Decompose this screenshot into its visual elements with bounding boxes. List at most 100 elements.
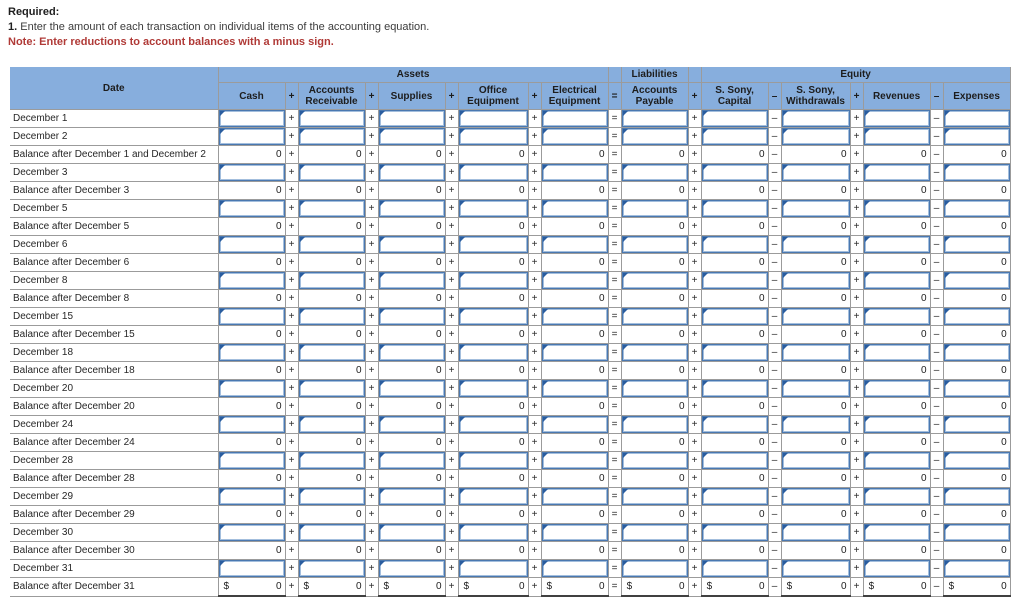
amount-input[interactable] <box>622 380 688 397</box>
amount-input[interactable] <box>782 272 850 289</box>
amount-input[interactable] <box>622 272 688 289</box>
amount-input[interactable] <box>944 110 1010 127</box>
amount-input[interactable] <box>299 128 364 145</box>
amount-input[interactable] <box>864 200 930 217</box>
amount-input[interactable] <box>219 236 284 253</box>
amount-input[interactable] <box>622 488 688 505</box>
amount-input[interactable] <box>864 344 930 361</box>
amount-input[interactable] <box>944 560 1010 577</box>
amount-input[interactable] <box>299 524 364 541</box>
amount-input[interactable] <box>782 452 850 469</box>
amount-input[interactable] <box>379 488 444 505</box>
amount-input[interactable] <box>702 560 768 577</box>
amount-input[interactable] <box>542 344 608 361</box>
amount-input[interactable] <box>782 200 850 217</box>
amount-input[interactable] <box>864 272 930 289</box>
amount-input[interactable] <box>219 308 284 325</box>
amount-input[interactable] <box>542 560 608 577</box>
amount-input[interactable] <box>782 380 850 397</box>
amount-input[interactable] <box>864 560 930 577</box>
amount-input[interactable] <box>542 452 608 469</box>
amount-input[interactable] <box>864 110 930 127</box>
amount-input[interactable] <box>299 344 364 361</box>
amount-input[interactable] <box>219 164 284 181</box>
amount-input[interactable] <box>299 272 364 289</box>
amount-input[interactable] <box>782 416 850 433</box>
amount-input[interactable] <box>299 416 364 433</box>
amount-input[interactable] <box>379 200 444 217</box>
amount-input[interactable] <box>459 488 527 505</box>
amount-input[interactable] <box>702 272 768 289</box>
amount-input[interactable] <box>299 308 364 325</box>
amount-input[interactable] <box>944 380 1010 397</box>
amount-input[interactable] <box>944 344 1010 361</box>
amount-input[interactable] <box>219 344 284 361</box>
amount-input[interactable] <box>219 272 284 289</box>
amount-input[interactable] <box>702 416 768 433</box>
amount-input[interactable] <box>702 380 768 397</box>
amount-input[interactable] <box>782 488 850 505</box>
amount-input[interactable] <box>622 200 688 217</box>
amount-input[interactable] <box>459 524 527 541</box>
amount-input[interactable] <box>379 452 444 469</box>
amount-input[interactable] <box>379 524 444 541</box>
amount-input[interactable] <box>299 380 364 397</box>
amount-input[interactable] <box>782 110 850 127</box>
amount-input[interactable] <box>782 164 850 181</box>
amount-input[interactable] <box>702 308 768 325</box>
amount-input[interactable] <box>219 560 284 577</box>
amount-input[interactable] <box>459 272 527 289</box>
amount-input[interactable] <box>864 164 930 181</box>
amount-input[interactable] <box>944 164 1010 181</box>
amount-input[interactable] <box>379 416 444 433</box>
amount-input[interactable] <box>542 128 608 145</box>
amount-input[interactable] <box>542 272 608 289</box>
amount-input[interactable] <box>542 236 608 253</box>
amount-input[interactable] <box>702 128 768 145</box>
amount-input[interactable] <box>782 560 850 577</box>
amount-input[interactable] <box>622 110 688 127</box>
amount-input[interactable] <box>622 524 688 541</box>
amount-input[interactable] <box>459 344 527 361</box>
amount-input[interactable] <box>944 416 1010 433</box>
amount-input[interactable] <box>622 416 688 433</box>
amount-input[interactable] <box>299 110 364 127</box>
amount-input[interactable] <box>379 128 444 145</box>
amount-input[interactable] <box>864 452 930 469</box>
amount-input[interactable] <box>622 308 688 325</box>
amount-input[interactable] <box>379 110 444 127</box>
amount-input[interactable] <box>379 236 444 253</box>
amount-input[interactable] <box>459 164 527 181</box>
amount-input[interactable] <box>782 128 850 145</box>
amount-input[interactable] <box>702 344 768 361</box>
amount-input[interactable] <box>864 308 930 325</box>
amount-input[interactable] <box>702 200 768 217</box>
amount-input[interactable] <box>702 452 768 469</box>
amount-input[interactable] <box>379 272 444 289</box>
amount-input[interactable] <box>622 128 688 145</box>
amount-input[interactable] <box>459 416 527 433</box>
amount-input[interactable] <box>864 236 930 253</box>
amount-input[interactable] <box>542 200 608 217</box>
amount-input[interactable] <box>459 308 527 325</box>
amount-input[interactable] <box>864 416 930 433</box>
amount-input[interactable] <box>299 560 364 577</box>
amount-input[interactable] <box>702 488 768 505</box>
amount-input[interactable] <box>379 308 444 325</box>
amount-input[interactable] <box>782 308 850 325</box>
amount-input[interactable] <box>864 488 930 505</box>
amount-input[interactable] <box>944 452 1010 469</box>
amount-input[interactable] <box>944 524 1010 541</box>
amount-input[interactable] <box>944 272 1010 289</box>
amount-input[interactable] <box>864 524 930 541</box>
amount-input[interactable] <box>944 308 1010 325</box>
amount-input[interactable] <box>459 452 527 469</box>
amount-input[interactable] <box>299 236 364 253</box>
amount-input[interactable] <box>219 488 284 505</box>
amount-input[interactable] <box>782 236 850 253</box>
amount-input[interactable] <box>459 380 527 397</box>
amount-input[interactable] <box>459 236 527 253</box>
amount-input[interactable] <box>542 308 608 325</box>
amount-input[interactable] <box>542 524 608 541</box>
amount-input[interactable] <box>219 380 284 397</box>
